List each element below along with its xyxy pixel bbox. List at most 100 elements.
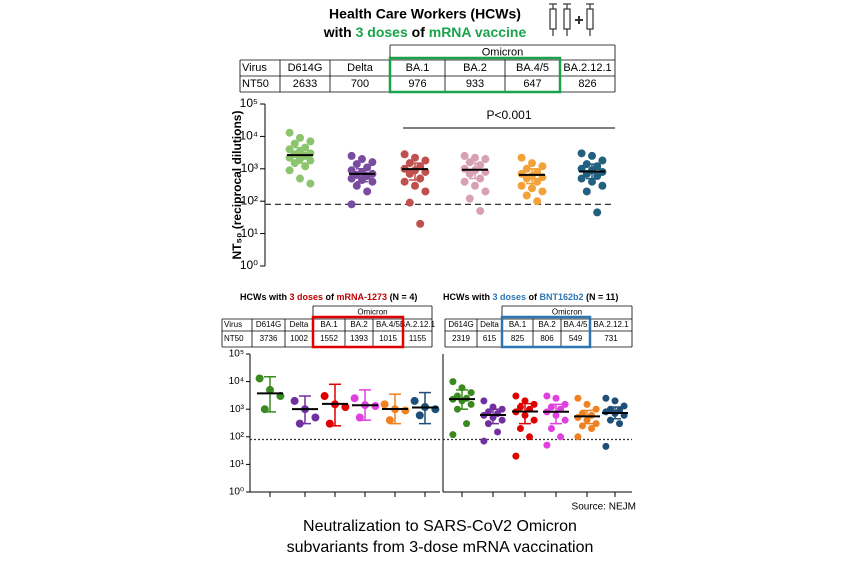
data-point bbox=[480, 437, 488, 445]
table-group-header: Omicron bbox=[552, 308, 582, 317]
table-value: 826 bbox=[578, 78, 596, 90]
data-point bbox=[358, 155, 366, 164]
data-point bbox=[620, 402, 628, 410]
data-point bbox=[543, 392, 551, 400]
data-point bbox=[588, 177, 596, 186]
y-axis-label: NT₅₀ (reciprocal dilutions) bbox=[230, 111, 244, 260]
table-cell-bg bbox=[313, 306, 432, 319]
data-point bbox=[416, 219, 425, 228]
table-value: 615 bbox=[483, 334, 497, 343]
data-point bbox=[512, 392, 520, 400]
figure-title: Health Care Workers (HCWs) bbox=[329, 6, 521, 22]
data-point bbox=[602, 394, 610, 402]
data-point bbox=[352, 160, 361, 169]
table-column-header: BA.4/5 bbox=[563, 320, 588, 329]
data-point bbox=[577, 174, 586, 183]
table-column-header: BA.4/5 bbox=[376, 320, 401, 329]
data-point bbox=[517, 181, 526, 190]
data-point bbox=[350, 394, 359, 403]
data-point bbox=[411, 181, 419, 190]
data-point bbox=[578, 409, 586, 417]
data-point bbox=[561, 416, 569, 424]
table-column-header: BA.2.12.1 bbox=[563, 62, 611, 74]
data-point bbox=[311, 413, 320, 422]
title-part: HCWs with bbox=[240, 292, 290, 302]
table-row-header: Virus bbox=[242, 62, 267, 74]
data-point bbox=[352, 181, 361, 190]
table-value: 3736 bbox=[260, 334, 278, 343]
data-point bbox=[421, 156, 430, 165]
data-point bbox=[592, 405, 600, 413]
table-column-header: Delta bbox=[480, 320, 499, 329]
data-point bbox=[320, 392, 329, 401]
data-point bbox=[552, 394, 560, 402]
data-point bbox=[301, 162, 310, 171]
data-point bbox=[533, 197, 542, 206]
table-row-label: NT50 bbox=[224, 334, 244, 343]
data-point bbox=[476, 206, 485, 215]
data-point bbox=[463, 420, 471, 428]
data-point bbox=[528, 159, 536, 168]
data-point bbox=[285, 145, 294, 154]
data-point bbox=[368, 177, 377, 186]
data-point bbox=[498, 416, 506, 424]
data-point bbox=[481, 155, 490, 164]
title-part: (N = 4) bbox=[387, 292, 417, 302]
table-row-header: Virus bbox=[224, 320, 242, 329]
data-point bbox=[405, 169, 414, 178]
data-point bbox=[517, 153, 526, 162]
data-point bbox=[598, 181, 607, 190]
y-tick-label: 10⁰ bbox=[229, 487, 244, 498]
table-column-header: BA.4/5 bbox=[516, 62, 549, 74]
data-point bbox=[530, 400, 538, 408]
data-point bbox=[616, 420, 624, 428]
data-point bbox=[306, 179, 315, 188]
table-highlight bbox=[388, 56, 562, 94]
title-part: with bbox=[323, 24, 356, 40]
table-value: 2633 bbox=[293, 78, 317, 90]
data-point bbox=[498, 405, 506, 413]
data-point bbox=[606, 416, 614, 424]
table-value: 731 bbox=[604, 334, 618, 343]
table-column-header: BA.2.12.1 bbox=[400, 320, 436, 329]
title-part: 3 doses bbox=[356, 24, 408, 40]
table-value: 1002 bbox=[290, 334, 308, 343]
data-point bbox=[347, 174, 356, 183]
data-point bbox=[380, 400, 389, 409]
figure-subtitle: with 3 doses of mRNA vaccine bbox=[323, 24, 527, 40]
table-value: 2319 bbox=[452, 334, 470, 343]
table-row-label: NT50 bbox=[242, 78, 269, 90]
data-point bbox=[449, 378, 457, 386]
table-value: 647 bbox=[523, 78, 541, 90]
table-column-header: D614G bbox=[448, 320, 473, 329]
y-tick-label: 10² bbox=[241, 193, 258, 207]
table-value: 1155 bbox=[409, 334, 427, 343]
data-point bbox=[401, 406, 410, 415]
table-value: 1393 bbox=[350, 334, 368, 343]
data-point bbox=[471, 181, 479, 190]
data-point bbox=[465, 169, 474, 178]
data-point bbox=[574, 414, 582, 422]
data-point bbox=[557, 433, 565, 441]
title-part: BNT162b2 bbox=[540, 292, 584, 302]
panel-title: HCWs with 3 doses of mRNA-1273 (N = 4) bbox=[240, 292, 417, 302]
data-point bbox=[538, 187, 547, 196]
table-value: 806 bbox=[540, 334, 554, 343]
title-part: mRNA vaccine bbox=[429, 24, 527, 40]
data-point bbox=[347, 151, 356, 160]
data-point bbox=[410, 396, 419, 405]
table-value: 933 bbox=[466, 78, 484, 90]
y-tick-label: 10¹ bbox=[241, 226, 258, 240]
data-point bbox=[521, 397, 529, 405]
data-point bbox=[598, 156, 607, 165]
data-point bbox=[538, 162, 547, 171]
y-tick-label: 10⁰ bbox=[240, 258, 258, 272]
data-point bbox=[516, 424, 524, 432]
table-highlight bbox=[311, 315, 405, 349]
data-point bbox=[363, 187, 372, 196]
data-point bbox=[467, 389, 475, 397]
data-point bbox=[480, 397, 488, 405]
title-part: (N = 11) bbox=[584, 292, 619, 302]
title-part: mRNA-1273 bbox=[337, 292, 388, 302]
